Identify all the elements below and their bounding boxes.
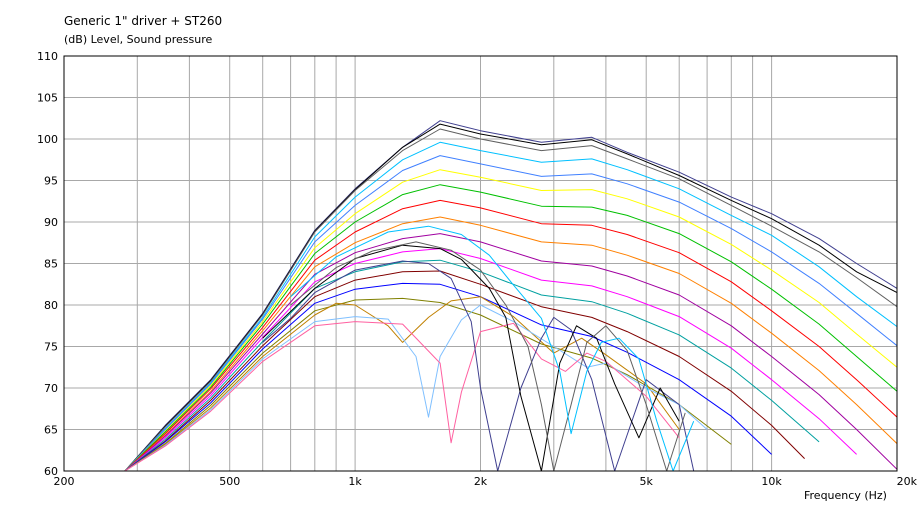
plot-frame [63, 55, 898, 472]
y-tick-label: 100 [37, 133, 58, 146]
series-line [124, 155, 898, 472]
chart-title: Generic 1" driver + ST260 [64, 14, 222, 28]
y-tick-label: 110 [37, 50, 58, 63]
series-line [124, 270, 805, 472]
series-line [124, 282, 772, 472]
series-group [124, 120, 898, 472]
series-line [124, 216, 898, 472]
x-tick-label: 1k [348, 475, 362, 488]
x-tick-label: 2k [474, 475, 488, 488]
y-tick-label: 105 [37, 92, 58, 105]
x-tick-label: 200 [54, 475, 75, 488]
series-line [124, 169, 898, 472]
series-line [124, 304, 708, 472]
x-tick-label: 20k [897, 475, 918, 488]
y-tick-label: 60 [44, 465, 58, 478]
series-line [124, 321, 680, 472]
y-tick-label: 90 [44, 216, 58, 229]
series-line [124, 297, 732, 472]
series-line [124, 199, 898, 472]
series-line [262, 244, 680, 472]
series-line [290, 225, 695, 472]
series-line [124, 184, 898, 472]
y-tick-label: 80 [44, 299, 58, 312]
series-line [124, 123, 898, 472]
series-line [124, 259, 820, 472]
x-tick-label: 500 [219, 475, 240, 488]
x-tick-label: 5k [640, 475, 654, 488]
y-tick-label: 85 [44, 258, 58, 271]
y-axis-label: (dB) Level, Sound pressure [64, 33, 213, 46]
tick-labels: 60 65 70 75 80 85 90 95 100 105 110 200 500 1k 2k 5k 10k… [37, 50, 918, 488]
series-line [124, 248, 857, 472]
x-tick-label: 10k [761, 475, 782, 488]
x-axis-label: Frequency (Hz) [804, 489, 887, 502]
y-tick-label: 65 [44, 424, 58, 437]
series-line [262, 260, 695, 472]
series-line [124, 296, 680, 472]
y-tick-label: 75 [44, 341, 58, 354]
series-line [124, 233, 898, 472]
series-line [124, 128, 898, 472]
y-tick-label: 70 [44, 382, 58, 395]
series-line [124, 141, 898, 472]
series-line [290, 241, 686, 472]
y-tick-label: 95 [44, 175, 58, 188]
